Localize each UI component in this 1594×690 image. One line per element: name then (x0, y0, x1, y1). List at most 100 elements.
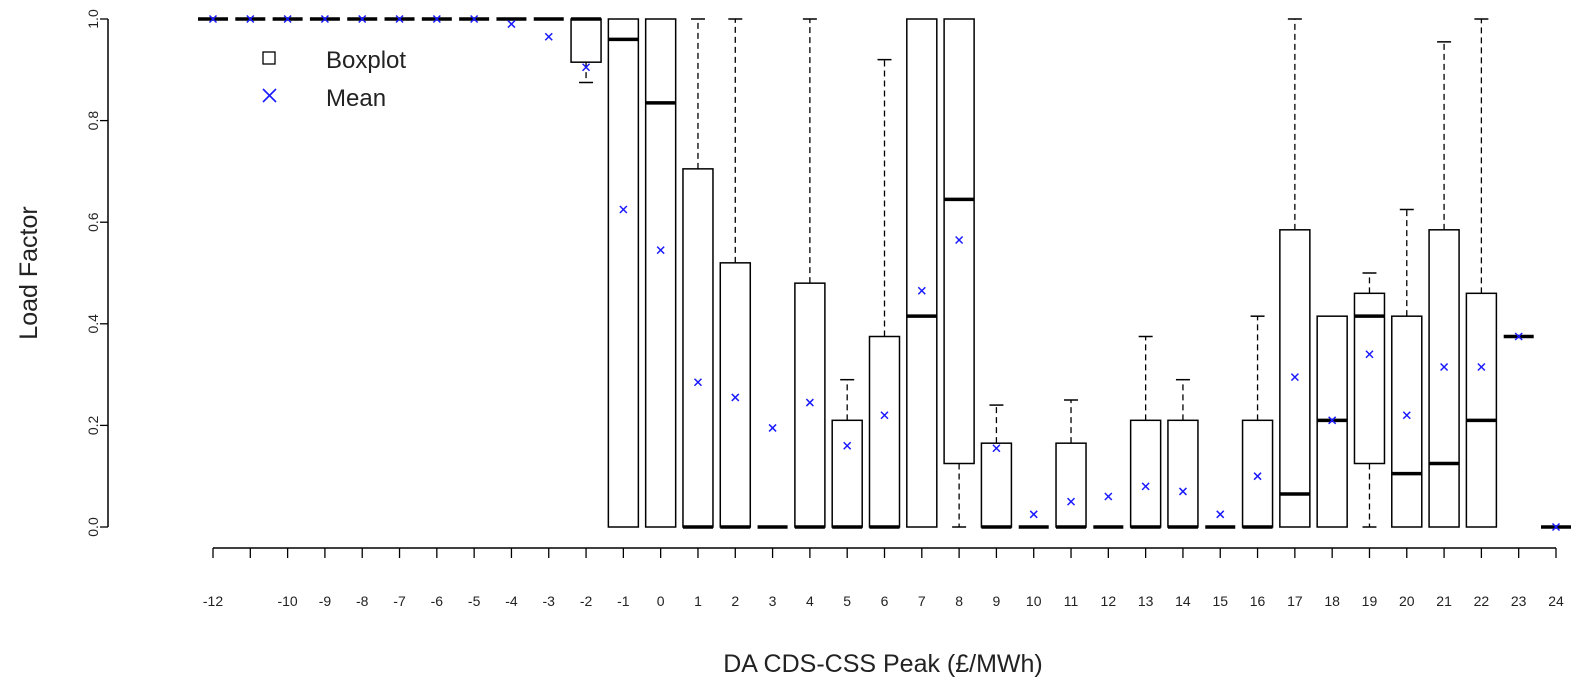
x-tick-label: -5 (468, 593, 481, 609)
box-group (570, 17, 602, 84)
mean-marker (880, 411, 889, 420)
box-group (1055, 399, 1087, 529)
mean-marker (395, 14, 404, 24)
mean-marker (507, 20, 516, 29)
y-tick-label: 0.8 (85, 111, 101, 131)
mean-marker (1440, 362, 1449, 372)
x-tick-label: 2 (731, 593, 739, 609)
box (831, 419, 863, 528)
box-group (533, 17, 564, 41)
x-tick-label: 4 (806, 593, 814, 609)
box (1353, 292, 1386, 465)
mean-marker (1216, 510, 1225, 519)
x-ticks: -12 -10 -9 -8 -7 -6 -5 -4 -3 -2 -1 0 1 2 3 4 5 6 7 8 9 10 11 12… (203, 548, 1564, 609)
mean-marker (544, 32, 553, 41)
box (719, 262, 752, 528)
x-tick-label: 17 (1287, 593, 1303, 609)
box (1279, 229, 1311, 528)
x-tick-label: -2 (580, 593, 593, 609)
mean-marker (208, 14, 218, 24)
mean-marker (1253, 472, 1262, 481)
box-group (906, 18, 938, 528)
mean-marker (1141, 482, 1150, 491)
box (794, 282, 826, 528)
box (682, 168, 714, 528)
x-tick-label: 11 (1064, 593, 1079, 609)
x-tick-label: -12 (203, 593, 223, 609)
box-group (980, 404, 1013, 529)
box-group (1465, 18, 1498, 528)
legend-mean-symbol (262, 88, 277, 103)
box-group (1129, 335, 1162, 529)
mean-marker (619, 205, 628, 214)
box (868, 335, 901, 528)
box (906, 18, 938, 528)
mean-marker (843, 441, 852, 450)
box (607, 18, 640, 528)
mean-marker (1551, 522, 1561, 532)
mean-marker (992, 444, 1001, 453)
x-tick-label: 21 (1436, 593, 1452, 609)
box (570, 18, 602, 63)
mean-marker (805, 398, 814, 407)
box-group (1428, 41, 1460, 528)
y-tick-label: 0.0 (85, 517, 101, 537)
box (1428, 229, 1460, 528)
x-tick-label: 15 (1212, 593, 1228, 609)
box-group (1503, 332, 1534, 341)
mean-marker (320, 14, 329, 24)
box (1465, 292, 1498, 528)
mean-marker (731, 393, 740, 402)
mean-marker (470, 14, 479, 24)
mean-marker (1178, 487, 1187, 496)
box-group (943, 18, 975, 528)
box (1055, 442, 1087, 528)
x-tick-label: 13 (1138, 593, 1154, 609)
x-tick-label: 24 (1548, 593, 1564, 609)
x-tick-label: 20 (1399, 593, 1415, 609)
mean-marker (1514, 332, 1523, 341)
box-group (309, 14, 340, 24)
legend-mean-label: Mean (326, 85, 386, 112)
mean-marker (283, 14, 292, 24)
box-group (384, 14, 415, 24)
box-group (1316, 315, 1348, 528)
box (1241, 419, 1274, 528)
y-axis-title: Load Factor (15, 206, 43, 339)
mean-marker (1104, 492, 1113, 501)
mean-marker (358, 14, 367, 24)
x-tick-label: 18 (1324, 593, 1340, 609)
box-group (272, 14, 303, 24)
y-tick-label: 0.6 (85, 212, 101, 232)
box-group (644, 18, 677, 528)
x-tick-label: 1 (694, 593, 702, 609)
box-group (1391, 208, 1423, 528)
mean-marker (917, 286, 926, 295)
y-axis: 0.0 0.2 0.4 0.6 0.8 1.0 (85, 9, 109, 537)
y-tick-label: 0.2 (85, 415, 101, 435)
box-group (1093, 492, 1124, 529)
x-tick-label: -4 (505, 593, 518, 609)
mean-marker (582, 63, 591, 72)
mean-marker (432, 14, 441, 24)
box-group (1353, 272, 1386, 528)
box (1391, 315, 1423, 528)
x-tick-label: -8 (356, 593, 369, 609)
box (644, 18, 677, 528)
legend-boxplot-symbol (262, 51, 276, 65)
mean-marker (1290, 373, 1299, 382)
x-tick-label: -7 (393, 593, 406, 609)
box-group (794, 18, 826, 529)
x-tick-label: -9 (319, 593, 332, 609)
box-group (607, 18, 640, 528)
x-tick-label: -10 (277, 593, 297, 609)
x-tick-label: -3 (543, 593, 556, 609)
mean-marker (955, 235, 964, 245)
mean-marker (246, 14, 255, 24)
box-group (1279, 18, 1311, 528)
legend: Boxplot Mean (262, 47, 406, 112)
mean-marker (1328, 416, 1337, 425)
x-tick-label: -6 (431, 593, 444, 609)
x-tick-label: -1 (617, 593, 630, 609)
mean-marker (656, 246, 665, 255)
